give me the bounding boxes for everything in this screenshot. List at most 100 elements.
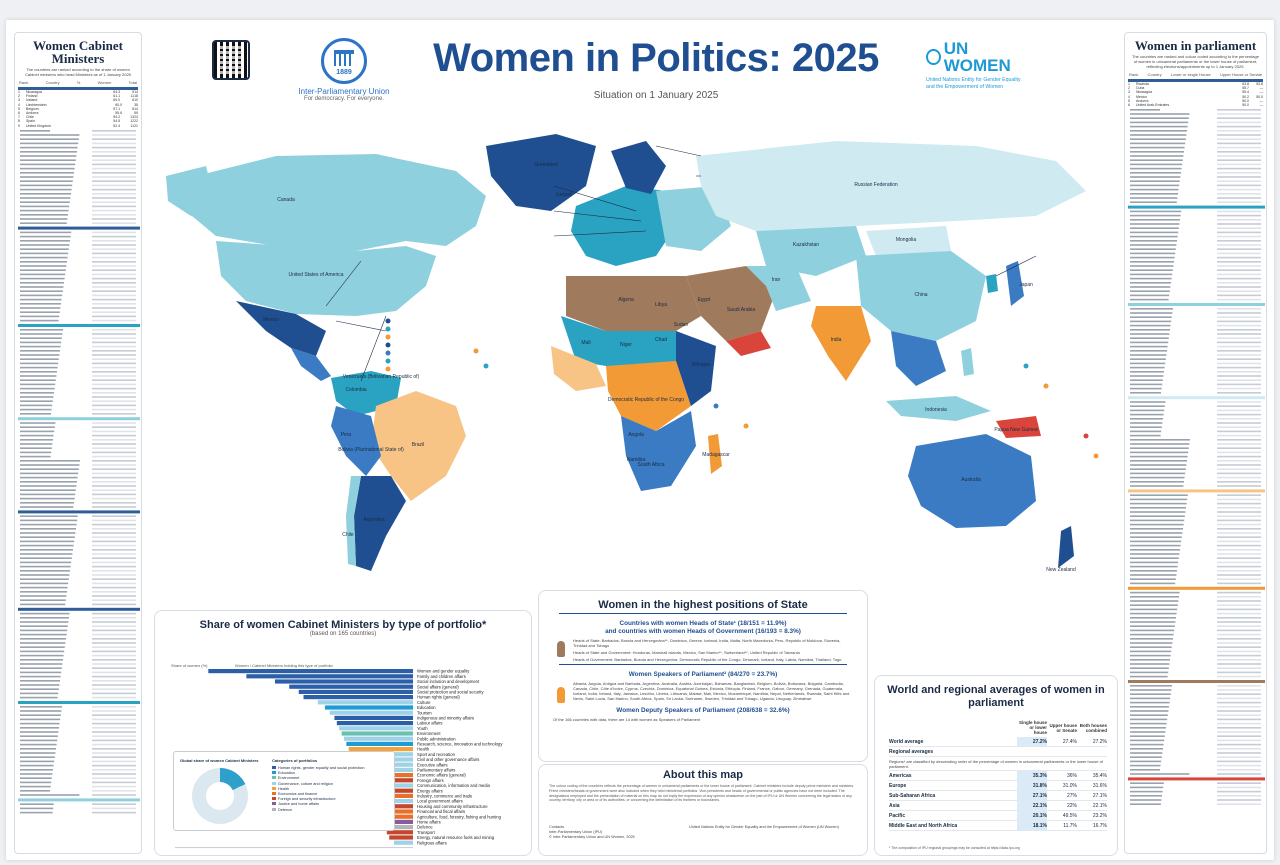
table-cell: 64.3 bbox=[113, 90, 121, 94]
region-row: Americas 35.3% 36% 35.4% bbox=[889, 770, 1107, 781]
speaker-figure-icon bbox=[557, 687, 565, 703]
highest-title: Women in the highest positions of State bbox=[598, 599, 808, 611]
bar-category-label: Housing and community infrastructure bbox=[417, 804, 488, 809]
region-north-africa bbox=[566, 276, 701, 331]
table-cell: 8 bbox=[132, 106, 135, 111]
region-indonesia bbox=[886, 396, 991, 421]
country-label: Iran bbox=[772, 277, 781, 283]
legend-item: Education bbox=[272, 771, 365, 776]
bar-category-label: Indigenous and minority affairs bbox=[417, 716, 474, 721]
country-label: South Africa bbox=[638, 462, 665, 468]
table-row: 4 Liechtenstein 60.0 3 5 bbox=[18, 103, 138, 107]
country-label: Peru bbox=[341, 432, 352, 438]
table-cell: 18 bbox=[134, 94, 138, 99]
legend-item: Environment bbox=[272, 776, 365, 781]
regional-label-row: Regional averages bbox=[889, 746, 1107, 757]
world-regional-averages-panel: World and regional averages of women in … bbox=[874, 675, 1118, 856]
table-cell: 9 bbox=[132, 90, 135, 94]
heads-government-text: Heads of Government: Barbados, Bosnia an… bbox=[573, 657, 842, 662]
table-cell: 14 bbox=[134, 90, 138, 94]
bar-category-label: Women and gender equality bbox=[417, 669, 470, 674]
bar-category-label: Religious affairs bbox=[417, 840, 447, 845]
region-value: 31.8% bbox=[1017, 780, 1047, 791]
legend-item: Foreign and security infrastructure bbox=[272, 797, 365, 802]
country-label: Mali bbox=[581, 340, 590, 346]
country-label: China bbox=[914, 292, 927, 298]
bar-category-label: Civil and other governance affairs bbox=[417, 757, 479, 762]
bar bbox=[334, 715, 413, 720]
table-row: 1 Rwanda 63.8 53.8 bbox=[1128, 82, 1263, 86]
highest-footnote: Of the 166 countries with data, there ar… bbox=[553, 717, 701, 722]
region-papua-new-guinea bbox=[996, 416, 1041, 438]
ipu-name: Inter-Parliamentary Union bbox=[298, 87, 390, 96]
speakers-text: Albania, Angola, Antigua and Barbuda, Ar… bbox=[573, 681, 850, 701]
region-mexico bbox=[236, 301, 326, 356]
table-cell: 9 bbox=[136, 111, 138, 116]
bar-category-label: Defence bbox=[417, 825, 433, 830]
table-row: 7 Chile 54.2 13 24 bbox=[18, 115, 138, 119]
bar bbox=[384, 825, 413, 830]
country-label: Papua New Guinea bbox=[994, 427, 1038, 433]
bar-category-label: Health bbox=[417, 747, 430, 752]
table-cell: 5 bbox=[1128, 98, 1130, 103]
region-row: Europe 31.8% 31.0% 31.6% bbox=[889, 780, 1107, 791]
bar-category-label: Agriculture, food, forestry, fishing and… bbox=[417, 814, 502, 819]
country-label: Kazakhstan bbox=[793, 242, 819, 248]
table-cell: 14 bbox=[134, 106, 138, 111]
table-cell: 54.5 bbox=[113, 119, 121, 124]
country-label: Australia bbox=[961, 477, 981, 483]
table-row: 6 Andorra 55.6 5 9 bbox=[18, 111, 138, 115]
region-value: 36% bbox=[1047, 770, 1077, 781]
country-label: Canada bbox=[277, 197, 295, 203]
table-cell: 54.2 bbox=[113, 115, 121, 120]
table-row: 5 Andorra 50.0 — bbox=[1128, 99, 1263, 103]
table-cell: 50.0 bbox=[1256, 94, 1263, 99]
legend-item: Economics and finance bbox=[272, 792, 365, 797]
region-name: Sub-Saharan Africa bbox=[889, 790, 1017, 801]
women-cabinet-ministers-panel: Women Cabinet Ministers The countries ar… bbox=[14, 32, 142, 854]
table-cell: 3 bbox=[18, 98, 20, 103]
country-label: Russian Federation bbox=[854, 182, 898, 188]
bar bbox=[317, 700, 413, 705]
region-russia bbox=[696, 141, 1086, 231]
region-value: 27% bbox=[1047, 790, 1077, 801]
region-row: Middle East and North Africa 18.1% 11.7% 16… bbox=[889, 820, 1107, 831]
bar bbox=[377, 809, 413, 814]
country-label: Venezuela (Bolivarian Republic of) bbox=[343, 374, 420, 380]
share-chart-title: Share of women Cabinet Ministers by type… bbox=[199, 619, 487, 631]
table-row: 5 Belgium 57.1 8 14 bbox=[18, 107, 138, 111]
un-globe-icon bbox=[926, 49, 941, 65]
bar bbox=[379, 814, 413, 819]
portfolio-share-panel: Share of women Cabinet Ministers by type… bbox=[154, 610, 532, 856]
parliament-ranking-table: 1 Rwanda 63.8 53.8 2 Cuba 55.7 — 3 Nicaragua 55.4 —… bbox=[1128, 82, 1263, 107]
table-cell: 52.4 bbox=[113, 123, 121, 128]
table-cell: 55.7 bbox=[1242, 86, 1249, 91]
col-country: Country bbox=[1147, 72, 1162, 77]
about-title: About this map bbox=[662, 769, 744, 781]
country-label: Japan bbox=[1019, 282, 1033, 288]
bar bbox=[246, 674, 413, 679]
table-cell: United Arab Emirates bbox=[1136, 103, 1170, 108]
bar bbox=[339, 726, 413, 731]
divider bbox=[559, 664, 847, 665]
cabinet-ranking-table: 1 Nicaragua 64.3 9 14 2 Finland 61.1 11 18 3 Icelan… bbox=[18, 90, 138, 128]
region-value: 27.1% bbox=[1017, 790, 1047, 801]
col-country: Country bbox=[45, 80, 60, 85]
qr-code[interactable] bbox=[212, 40, 250, 80]
table-cell: 7 bbox=[18, 115, 20, 120]
col-women: Women bbox=[97, 80, 112, 85]
world-map: Canada United States of America Mexico Braz… bbox=[166, 134, 1099, 573]
legend-item: Health bbox=[272, 787, 365, 792]
table-cell: 50.0 bbox=[1242, 98, 1249, 103]
table-cell: 22 bbox=[134, 119, 138, 124]
region-value: 11.7% bbox=[1047, 820, 1077, 831]
table-cell: Spain bbox=[26, 119, 35, 124]
table-cell: 61.1 bbox=[113, 94, 121, 99]
region-chile bbox=[346, 476, 361, 566]
regional-note-row: Regions* are classified by descending or… bbox=[889, 756, 1107, 771]
parliament-ranking-continued bbox=[1128, 109, 1265, 806]
region-iran bbox=[746, 266, 811, 311]
region-name: Asia bbox=[889, 800, 1017, 811]
region-usa bbox=[216, 241, 436, 316]
country-label: Brazil bbox=[412, 442, 425, 448]
